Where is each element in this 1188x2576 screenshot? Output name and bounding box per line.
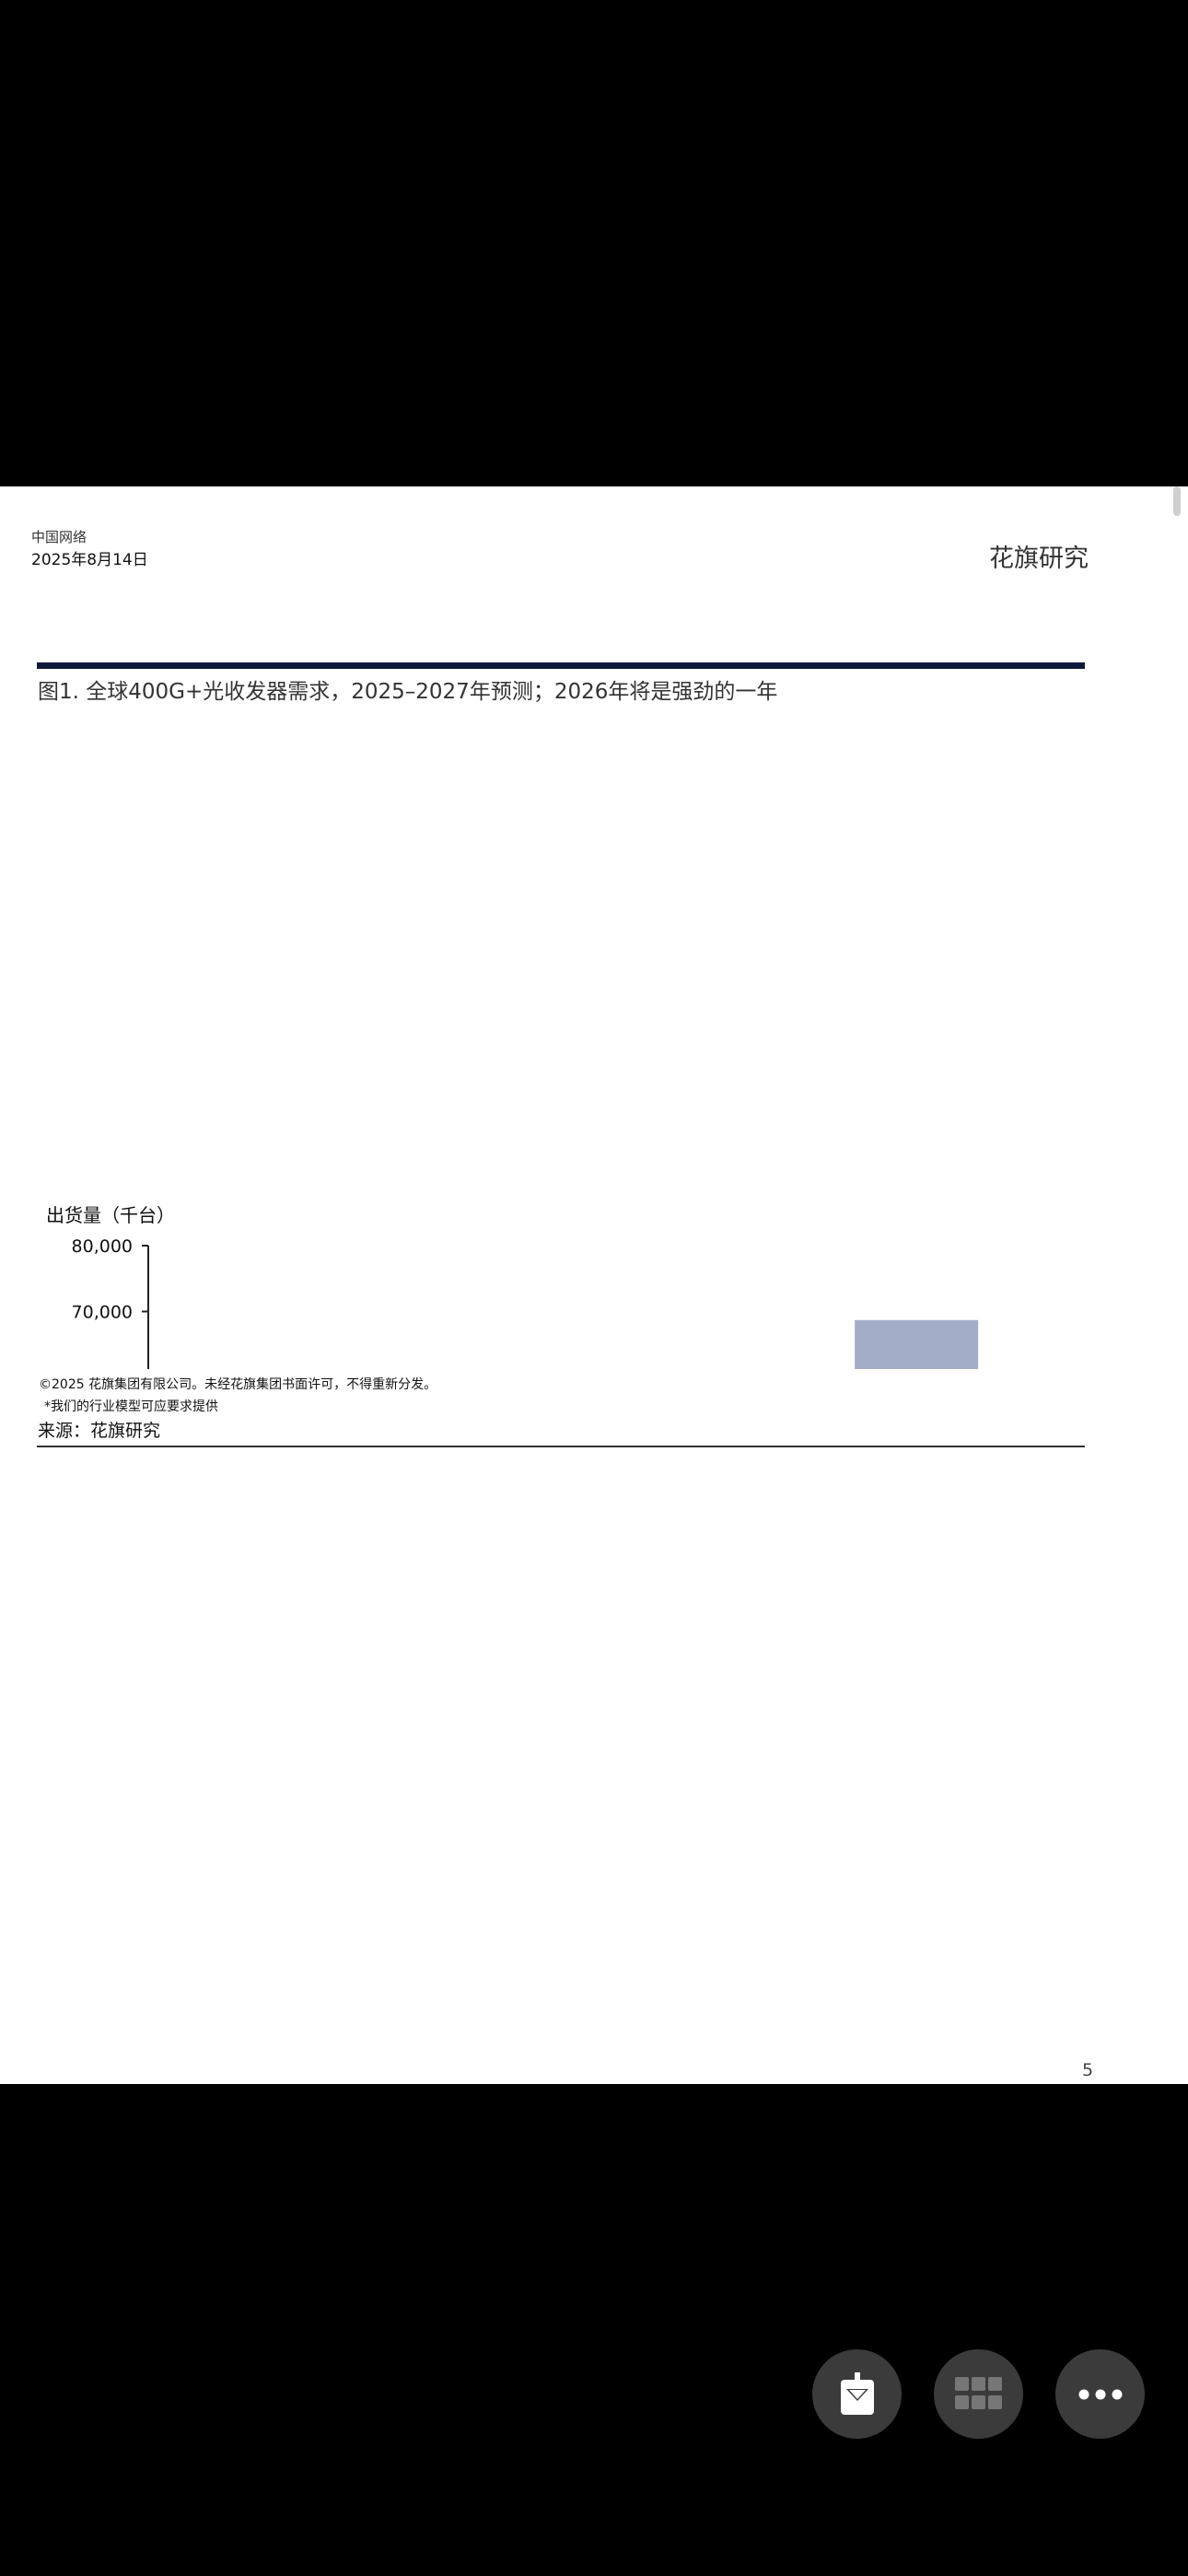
y-tick-label: 80,000 (72, 1236, 133, 1257)
source-note: 来源：花旗研究 (38, 1421, 161, 1441)
model-note: *我们的行业模型可应要求提供 (44, 1399, 218, 1414)
scrollbar-thumb[interactable] (1173, 486, 1181, 516)
page-number: 5 (1082, 2060, 1094, 2080)
more-options-button[interactable] (1055, 2349, 1145, 2439)
figure-top-rule (37, 662, 1085, 669)
stacked-bar-chart: 出货量（千台）010,00020,00030,00040,00050,00060… (46, 1204, 979, 1369)
bar-segment-16t (855, 1319, 979, 1369)
figure-title: 图1. 全球400G+光收发器需求，2025–2027年预测；2026年将是强劲… (38, 680, 778, 704)
report-date: 2025年8月14日 (31, 551, 148, 569)
grid-view-button[interactable] (934, 2349, 1023, 2439)
document-page: 中国网络 2025年8月14日 花旗研究 图1. 全球400G+光收发器需求，2… (0, 486, 1188, 2084)
more-icon (1078, 2389, 1122, 2399)
figure-bottom-rule (37, 1446, 1085, 1447)
download-button[interactable] (812, 2349, 902, 2439)
y-tick-label: 70,000 (72, 1303, 133, 1323)
brand-name: 花旗研究 (989, 544, 1089, 573)
grid-view-icon (954, 2376, 1002, 2409)
copyright-notice: ©2025 花旗集团有限公司。未经花旗集团书面许可，不得重新分发。 (39, 1377, 437, 1392)
y-axis-label: 出货量（千台） (46, 1204, 175, 1226)
download-icon (840, 2370, 874, 2415)
report-category: 中国网络 (31, 529, 87, 545)
y-tick-label: 60,000 (72, 1368, 133, 1369)
